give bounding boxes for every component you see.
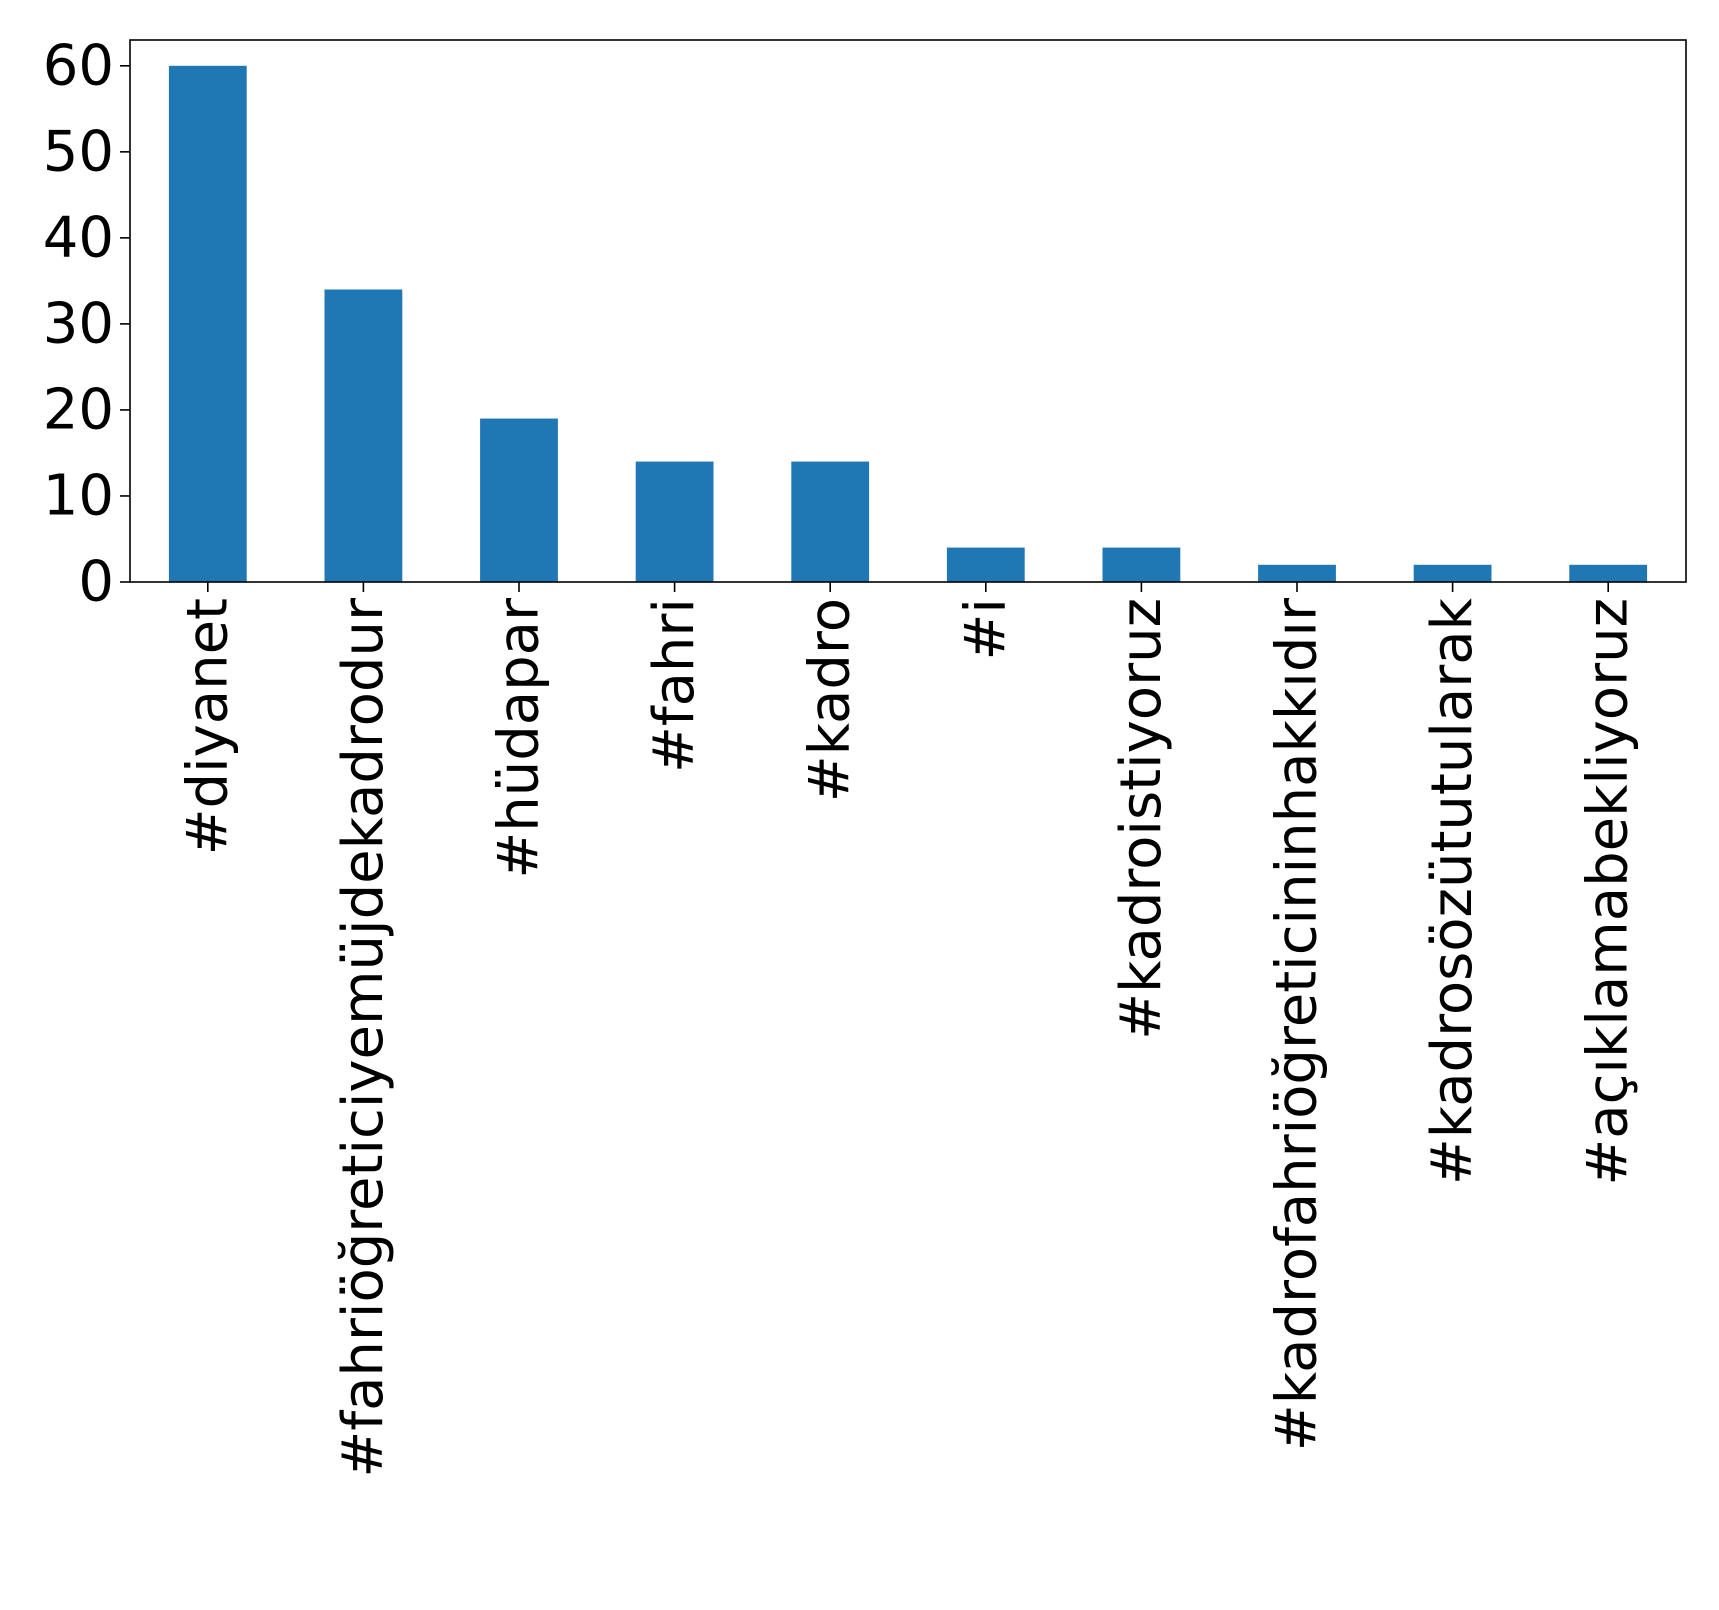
x-tick-label: #kadro bbox=[798, 598, 863, 802]
x-axis: #diyanet #fahriöğreticiyemüjdekadrodur #hü… bbox=[175, 582, 1641, 1478]
bar-8 bbox=[1413, 564, 1492, 582]
y-tick-label: 10 bbox=[43, 463, 114, 528]
bar-7 bbox=[1258, 564, 1336, 582]
x-tick-label: #i bbox=[953, 598, 1018, 660]
plot-frame bbox=[129, 39, 1687, 583]
y-tick-label: 0 bbox=[78, 550, 114, 615]
x-tick-label: #diyanet bbox=[175, 598, 240, 855]
y-tick-label: 30 bbox=[43, 291, 114, 356]
x-tick-label: #kadroistiyoruz bbox=[1109, 598, 1174, 1040]
y-tick-label: 20 bbox=[43, 377, 114, 442]
bar-1 bbox=[324, 289, 403, 582]
y-axis: 0 10 20 30 40 50 60 bbox=[43, 33, 130, 615]
y-tick-label: 50 bbox=[43, 119, 114, 184]
bar-2 bbox=[480, 418, 558, 582]
x-tick-label: #açıklamabekliyoruz bbox=[1576, 598, 1641, 1186]
bars-group bbox=[168, 65, 1648, 582]
bar-3 bbox=[635, 461, 714, 582]
x-tick-label: #kadrofahriöğreticininhakkıdır bbox=[1265, 597, 1330, 1451]
bar-0 bbox=[168, 65, 247, 582]
x-tick-label: #hüdapar bbox=[487, 597, 552, 879]
x-tick-label: #fahri bbox=[642, 598, 707, 773]
bar-6 bbox=[1102, 547, 1181, 582]
bar-5 bbox=[946, 547, 1025, 582]
x-tick-label: #kadrosözütutularak bbox=[1420, 597, 1485, 1185]
y-tick-label: 40 bbox=[43, 205, 114, 270]
bar-9 bbox=[1569, 564, 1648, 582]
y-tick-label: 60 bbox=[43, 33, 114, 98]
x-tick-label: #fahriöğreticiyemüjdekadrodur bbox=[331, 597, 396, 1478]
bar-4 bbox=[791, 461, 870, 582]
